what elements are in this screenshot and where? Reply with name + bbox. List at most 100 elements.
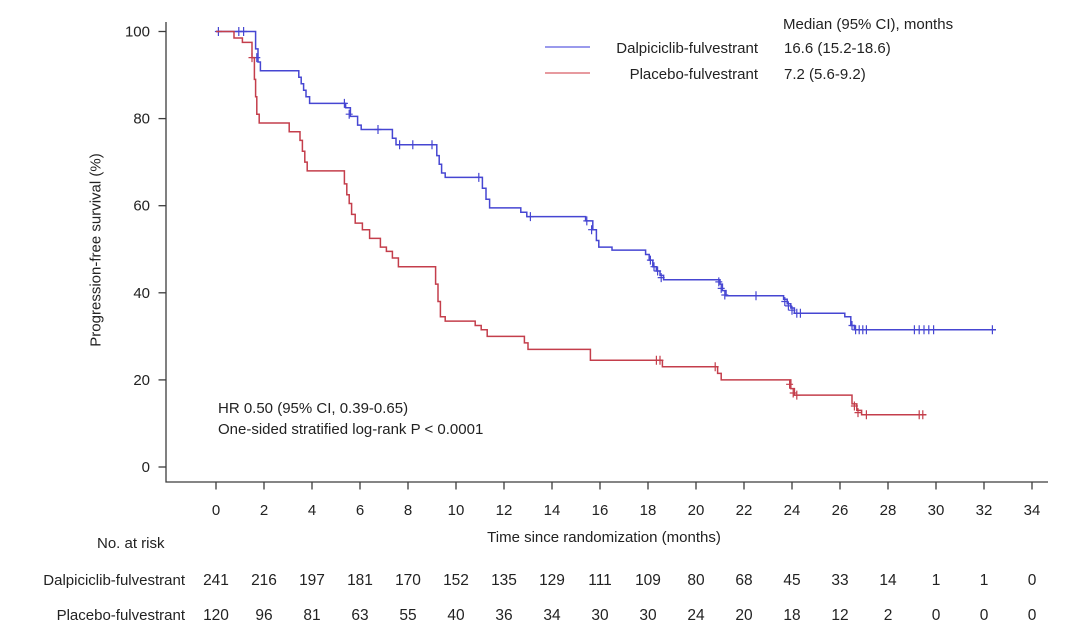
risk-count: 18 [783,607,800,624]
x-tick-label: 34 [1024,502,1041,519]
risk-count: 129 [539,572,565,589]
x-axis-title: Time since randomization (months) [487,529,721,546]
axes [165,22,1048,483]
risk-count: 1 [932,572,941,589]
risk-count: 45 [783,572,800,589]
risk-count: 20 [735,607,753,624]
dalpiciclib-fulvestrant-censor-mark [784,301,792,311]
placebo-fulvestrant-censor-mark [711,362,719,372]
dalpiciclib-fulvestrant-censor-mark [650,262,658,272]
dalpiciclib-fulvestrant-censor-mark [345,109,353,119]
dalpiciclib-fulvestrant-censor-mark [717,283,725,293]
x-tick-label: 8 [404,502,412,519]
placebo-fulvestrant-censor-mark [793,390,801,400]
x-tick-label: 14 [544,502,561,519]
dalpiciclib-fulvestrant-censor-mark [396,140,404,150]
dalpiciclib-legend-label: Dalpiciclib-fulvestrant [616,40,758,57]
y-tick-label: 60 [133,198,150,215]
risk-count: 14 [879,572,897,589]
risk-count: 111 [588,572,612,589]
placebo-fulvestrant-censor-mark [789,388,797,398]
x-tick-label: 22 [736,502,753,519]
x-tick-label: 10 [448,502,465,519]
risk-count: 120 [203,607,229,624]
dalpiciclib-fulvestrant-censor-mark [374,125,382,134]
x-tick-label: 12 [496,502,513,519]
risk-count: 33 [831,572,848,589]
y-tick-label: 0 [142,459,150,476]
y-tick-label: 100 [125,24,150,41]
risk-row-label-dalpiciclib: Dalpiciclib-fulvestrant [43,572,185,589]
dalpiciclib-fulvestrant-censor-mark [657,273,665,283]
y-axis-title: Progression-free survival (%) [87,153,105,347]
risk-count: 81 [303,607,320,624]
y-tick-label: 80 [133,111,150,128]
dalpiciclib-fulvestrant-censor-mark [646,255,654,265]
dalpiciclib-fulvestrant-censor-mark [862,325,870,335]
dalpiciclib-fulvestrant-censor-mark [583,216,591,226]
dalpiciclib-fulvestrant-censor-mark [654,266,662,276]
x-tick-label: 18 [640,502,657,519]
risk-table-title: No. at risk [97,535,165,552]
placebo-fulvestrant-censor-mark [850,401,858,411]
x-tick-label: 4 [308,502,316,519]
dalpiciclib-median-value: 16.6 (15.2-18.6) [784,40,891,57]
dalpiciclib-fulvestrant-censor-mark [781,297,789,306]
x-tick-label: 32 [976,502,993,519]
placebo-fulvestrant-censor-mark [248,53,256,63]
risk-count: 135 [491,572,517,589]
dalpiciclib-fulvestrant-censor-mark [988,325,996,335]
dalpiciclib-fulvestrant-censor-mark [409,140,417,150]
x-tick-label: 26 [832,502,849,519]
x-tick-label: 6 [356,502,364,519]
legend-header: Median (95% CI), months [783,16,954,33]
dalpiciclib-fulvestrant-censor-mark [930,325,938,335]
dalpiciclib-fulvestrant-censor-mark [752,291,760,301]
risk-count: 63 [351,607,368,624]
placebo-fulvestrant-censor-mark [862,410,870,420]
risk-count: 241 [203,572,229,589]
risk-count: 0 [1028,572,1037,589]
dalpiciclib-fulvestrant-curve [216,30,996,331]
risk-count: 109 [635,572,661,589]
dalpiciclib-legend-swatch [545,46,590,48]
risk-count: 40 [447,607,465,624]
placebo-fulvestrant-curve [216,30,927,416]
risk-count: 181 [347,572,373,589]
risk-count: 30 [639,607,657,624]
dalpiciclib-fulvestrant-censor-mark [848,321,856,330]
risk-count: 24 [687,607,705,624]
y-tick-label: 40 [133,285,150,302]
dalpiciclib-fulvestrant-censor-mark [588,225,596,235]
dalpiciclib-fulvestrant-censor-mark [340,98,348,108]
placebo-median-value: 7.2 (5.6-9.2) [784,66,866,83]
y-tick-label: 20 [133,372,150,389]
dalpiciclib-fulvestrant-censor-mark [721,290,729,300]
x-tick-label: 0 [212,502,220,519]
dalpiciclib-fulvestrant-censor-mark [428,140,436,150]
placebo-legend-swatch [545,72,590,74]
dalpiciclib-fulvestrant-censor-mark [715,277,723,287]
risk-count: 36 [495,607,512,624]
logrank-p-text: One-sided stratified log-rank P < 0.0001 [218,421,484,438]
x-tick-label: 2 [260,502,268,519]
risk-count: 1 [980,572,989,589]
x-tick-label: 24 [784,502,801,519]
risk-count: 216 [251,572,277,589]
risk-count: 96 [255,607,272,624]
placebo-fulvestrant-censor-mark [919,410,927,420]
risk-count: 197 [299,572,325,589]
risk-count: 68 [735,572,752,589]
risk-count: 152 [443,572,469,589]
risk-count: 34 [543,607,561,624]
risk-count: 30 [591,607,609,624]
risk-count: 12 [831,607,848,624]
risk-row-label-placebo: Placebo-fulvestrant [56,607,185,624]
dalpiciclib-fulvestrant-censor-mark [526,212,534,222]
x-tick-label: 28 [880,502,897,519]
dalpiciclib-fulvestrant-censor-mark [475,172,483,182]
dalpiciclib-fulvestrant-censor-mark [240,27,248,36]
dalpiciclib-fulvestrant-censor-mark [788,305,796,315]
